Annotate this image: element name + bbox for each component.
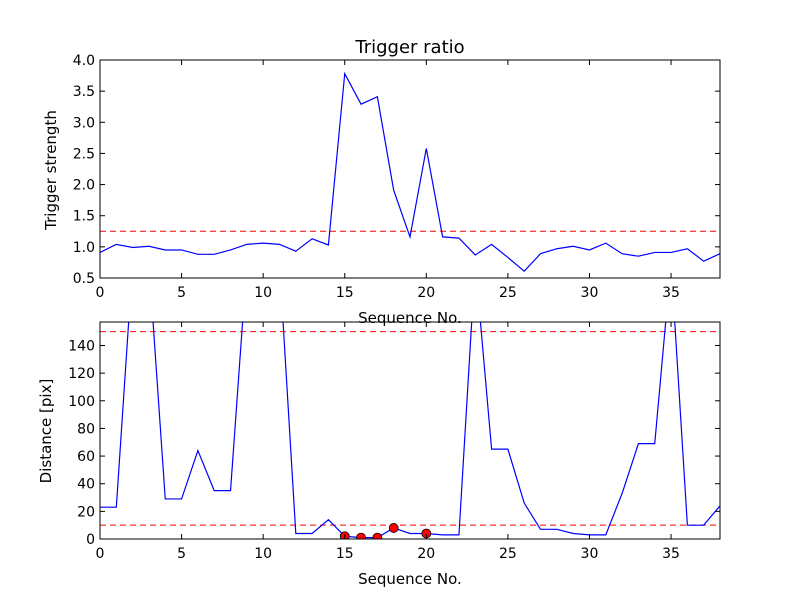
y-tick-label: 40 <box>77 477 95 493</box>
y-tick-label: 2.5 <box>73 146 95 162</box>
y-tick-label: 120 <box>68 366 95 382</box>
x-tick-label: 25 <box>499 285 517 301</box>
data-point <box>356 532 366 539</box>
x-tick-label: 0 <box>96 546 105 562</box>
x-tick-label: 5 <box>177 546 186 562</box>
x-tick-label: 0 <box>96 285 105 301</box>
x-axis-label: Sequence No. <box>358 570 462 588</box>
y-tick-label: 1.0 <box>73 240 95 256</box>
x-tick-label: 35 <box>662 285 680 301</box>
y-tick-label: 2.0 <box>73 178 95 194</box>
y-tick-label: 1.5 <box>73 209 95 225</box>
data-point <box>372 532 383 539</box>
y-tick-label: 4.0 <box>73 53 95 69</box>
x-tick-label: 15 <box>336 546 354 562</box>
x-tick-label: 35 <box>662 546 680 562</box>
y-axis-label: Distance [pix] <box>37 379 55 484</box>
plot-area: 0 5 10 15 20 25 30 35 0 20 40 60 80 100 120 140 <box>68 321 721 562</box>
x-tick-label: 10 <box>254 285 272 301</box>
chart-title: Trigger ratio <box>354 37 464 58</box>
x-tick-label: 10 <box>254 546 272 562</box>
y-tick-label: 3.0 <box>73 115 95 131</box>
data-point <box>388 523 399 533</box>
plot-area: 0 5 10 15 20 25 30 35 0.5 1.0 1.5 2.0 2.5 3.0 3.5 4.0 <box>73 53 721 301</box>
y-axis-label: Trigger strength <box>42 110 60 231</box>
x-tick-label: 15 <box>336 285 354 301</box>
axes-frame <box>99 59 721 279</box>
x-tick-label: 30 <box>581 285 599 301</box>
y-tick-label: 0.5 <box>73 271 95 287</box>
x-tick-label: 25 <box>499 546 517 562</box>
x-tick-label: 30 <box>581 546 599 562</box>
y-tick-label: 3.5 <box>73 84 95 100</box>
x-tick-label: 5 <box>177 285 186 301</box>
y-tick-label: 60 <box>77 449 95 465</box>
y-tick-label: 20 <box>77 504 95 520</box>
series-line <box>100 322 720 539</box>
x-tick-label: 20 <box>417 546 435 562</box>
y-tick-label: 0 <box>86 532 95 548</box>
axes-frame <box>99 321 721 540</box>
y-tick-label: 140 <box>68 338 95 354</box>
distance-chart: Distance [pix] Sequence No. 0 5 10 15 20 25 30… <box>37 321 721 588</box>
y-tick-label: 100 <box>68 394 95 410</box>
y-tick-label: 80 <box>77 421 95 437</box>
x-axis-label: Sequence No. <box>358 309 462 327</box>
x-tick-label: 20 <box>417 285 435 301</box>
series-line <box>100 71 720 272</box>
